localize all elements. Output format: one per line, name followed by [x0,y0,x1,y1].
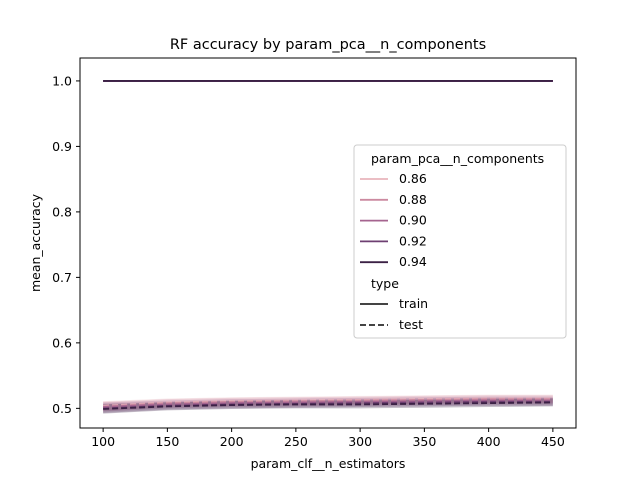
x-tick-label: 250 [284,434,308,449]
plot-area [79,57,577,429]
x-tick-label: 150 [155,434,179,449]
x-tick-label: 300 [348,434,372,449]
x-tick-label: 400 [477,434,501,449]
x-tick-label: 450 [541,434,565,449]
legend-label: 0.86 [399,171,427,186]
x-tick-label: 350 [412,434,436,449]
series-line-0.90-test [103,399,553,408]
y-tick-label: 0.6 [52,335,72,350]
y-tick-label: 0.5 [52,401,72,416]
legend-style-title: type [371,276,399,291]
legend-hue-title: param_pca__n_components [371,151,544,166]
legend-label: train [399,296,428,311]
y-tick-label: 1.0 [52,73,72,88]
x-tick-label: 100 [91,434,115,449]
y-tick-label: 0.9 [52,139,72,154]
legend-label: 0.94 [399,254,427,269]
y-axis: 0.5 0.6 0.7 0.8 0.9 1.0 [52,73,80,416]
series-line-0.94-test [103,401,553,410]
legend-label: 0.88 [399,192,427,207]
x-axis: 100 150 200 250 300 350 400 450 [91,428,565,449]
legend-label: test [399,317,423,332]
x-tick-label: 200 [220,434,244,449]
plot-frame [79,57,577,429]
legend: param_pca__n_components 0.86 0.88 0.90 0.92… [353,144,567,339]
chart-title: RF accuracy by param_pca__n_components [170,37,486,53]
y-tick-label: 0.8 [52,204,72,219]
series-lines [103,80,553,410]
legend-label: 0.92 [399,233,427,248]
series-line-0.88-test [103,398,553,408]
y-axis-label: mean_accuracy [28,193,43,292]
legend-label: 0.90 [399,213,427,228]
x-axis-label: param_clf__n_estimators [251,456,406,471]
legend-hue-entries: 0.86 0.88 0.90 0.92 0.94 [360,171,427,269]
legend-style-entries: train test [360,296,428,332]
legend-box [353,144,567,339]
y-tick-label: 0.7 [52,270,72,285]
